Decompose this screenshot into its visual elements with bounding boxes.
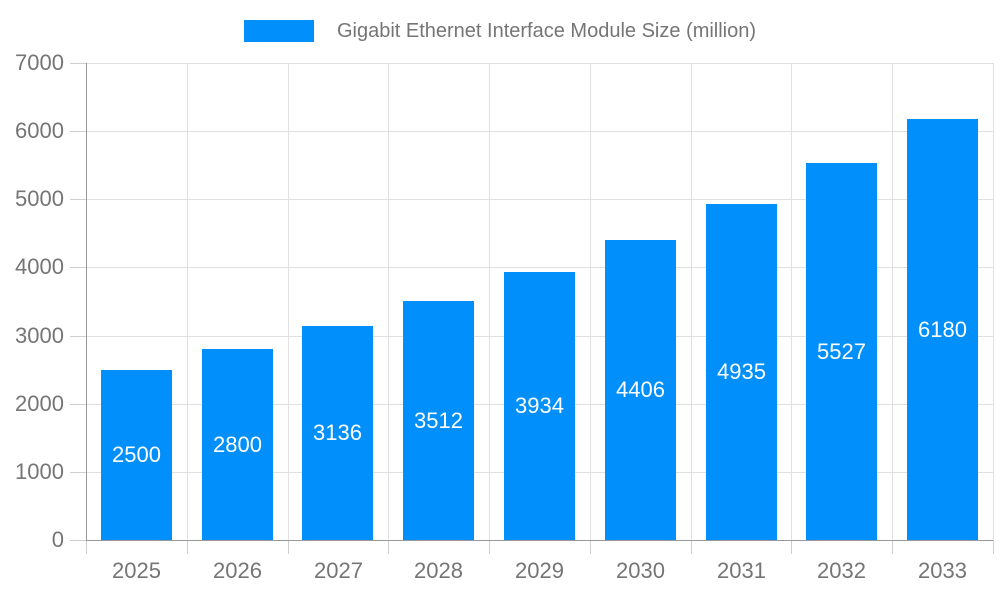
y-tick-label: 7000 [15,50,64,75]
bar: 4935 [706,204,777,540]
x-axis-tick [187,540,188,554]
bar: 3934 [504,272,575,540]
gridline-horizontal [86,267,993,268]
legend-item[interactable]: Gigabit Ethernet Interface Module Size (… [0,16,1000,46]
legend-swatch [243,20,314,42]
x-tick-label: 2025 [112,558,161,583]
y-axis-tick [70,267,86,268]
gridline-vertical [288,63,289,540]
bar-value-label: 4406 [616,377,665,402]
y-axis-line [86,63,87,540]
y-tick-label: 2000 [15,390,64,416]
y-tick-label: 1000 [15,458,64,484]
y-tick-label: 5000 [15,186,64,212]
gridline-horizontal [86,199,993,200]
y-tick-label: 3000 [15,322,64,348]
x-tick-label: 2030 [616,558,665,583]
y-tick-label: 0 [51,527,64,552]
y-axis-tick [70,63,86,64]
y-axis-tick [70,131,86,132]
x-tick-label: 2029 [515,558,564,583]
bar-value-label: 4935 [717,359,766,384]
y-axis-tick [70,336,86,337]
x-axis-tick [993,540,994,554]
x-axis-tick [691,540,692,554]
y-axis-tick [70,199,86,200]
gridline-vertical [388,63,389,540]
bar: 2500 [101,370,172,540]
x-axis-tick [892,540,893,554]
bar-value-label: 5527 [817,338,866,364]
x-tick-label: 2027 [314,558,363,583]
gridline-horizontal [86,131,993,132]
x-axis-line [86,540,993,541]
y-tick-label: 4000 [15,254,64,280]
y-axis-tick [70,404,86,405]
x-tick-label: 2026 [213,558,262,583]
x-tick-label: 2028 [414,558,463,583]
gridline-vertical [691,63,692,540]
y-axis-tick [70,472,86,473]
gridline-horizontal [86,63,993,64]
x-tick-label: 2031 [717,558,766,583]
bar-value-label: 3934 [515,393,564,418]
x-tick-label: 2033 [918,558,967,583]
bar: 2800 [202,349,273,540]
bar-value-label: 3136 [313,420,362,445]
gridline-vertical [892,63,893,540]
gridline-vertical [187,63,188,540]
y-axis-tick [70,540,86,541]
x-axis-tick [388,540,389,554]
x-axis-tick [590,540,591,554]
x-axis-tick [791,540,792,554]
x-axis-tick [288,540,289,554]
bar: 3136 [302,326,373,540]
gridline-vertical [590,63,591,540]
gridline-vertical [993,63,994,540]
bar: 4406 [605,240,676,540]
gridline-vertical [489,63,490,540]
bar: 5527 [806,163,877,540]
bar-value-label: 2500 [112,442,161,467]
x-axis-tick [489,540,490,554]
bar-value-label: 2800 [213,431,262,457]
gridline-vertical [791,63,792,540]
bar: 6180 [907,119,978,540]
bar: 3512 [403,301,474,540]
x-axis-tick [86,540,87,554]
y-tick-label: 6000 [15,118,64,144]
bar-value-label: 3512 [414,407,463,433]
x-tick-label: 2032 [817,558,866,583]
bar-value-label: 6180 [918,316,967,342]
legend-label: Gigabit Ethernet Interface Module Size (… [336,20,757,42]
